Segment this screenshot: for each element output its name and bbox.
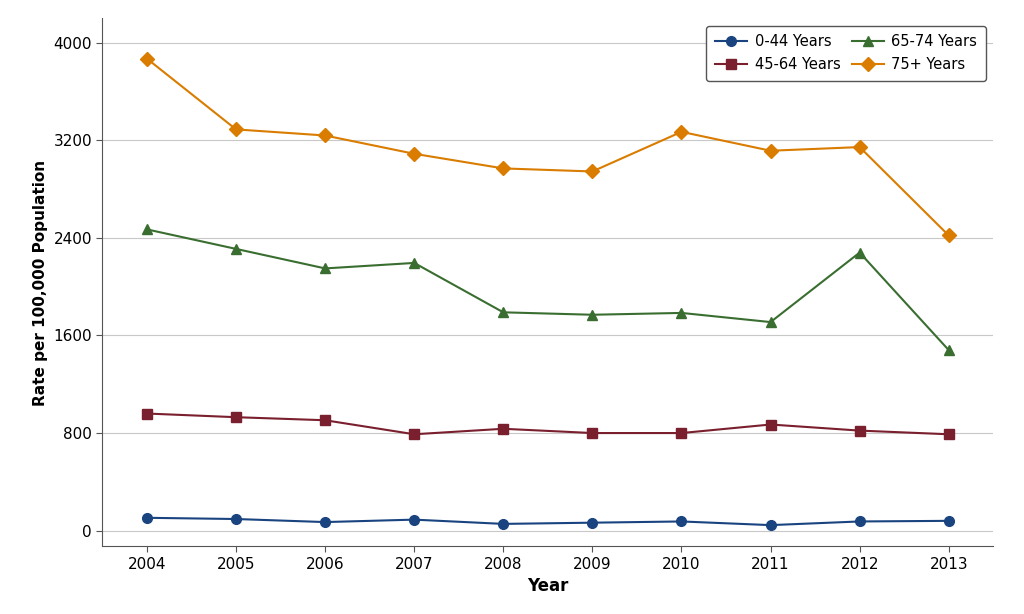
0-44 Years	[764, 521, 776, 529]
Line: 65-74 Years: 65-74 Years	[142, 225, 953, 355]
0-44 Years	[140, 514, 153, 521]
Line: 45-64 Years: 45-64 Years	[142, 409, 953, 439]
45-64 Years	[318, 416, 331, 424]
75+ Years	[498, 165, 510, 172]
75+ Years	[853, 144, 865, 151]
0-44 Years	[943, 517, 955, 524]
65-74 Years	[586, 311, 598, 319]
45-64 Years	[498, 425, 510, 432]
75+ Years	[408, 150, 420, 157]
0-44 Years	[675, 518, 687, 525]
0-44 Years	[853, 518, 865, 525]
Line: 0-44 Years: 0-44 Years	[142, 513, 953, 530]
65-74 Years	[675, 309, 687, 317]
Line: 75+ Years: 75+ Years	[142, 54, 953, 240]
75+ Years	[229, 126, 242, 133]
65-74 Years	[764, 319, 776, 326]
75+ Years	[318, 132, 331, 139]
65-74 Years	[318, 265, 331, 272]
0-44 Years	[318, 518, 331, 526]
65-74 Years	[229, 245, 242, 252]
75+ Years	[675, 128, 687, 136]
0-44 Years	[408, 516, 420, 523]
0-44 Years	[229, 515, 242, 523]
65-74 Years	[498, 309, 510, 316]
45-64 Years	[229, 413, 242, 421]
45-64 Years	[586, 429, 598, 437]
45-64 Years	[140, 410, 153, 418]
65-74 Years	[408, 259, 420, 266]
45-64 Years	[853, 427, 865, 434]
X-axis label: Year: Year	[527, 577, 568, 596]
45-64 Years	[675, 429, 687, 437]
45-64 Years	[943, 430, 955, 438]
65-74 Years	[943, 346, 955, 354]
0-44 Years	[498, 520, 510, 527]
65-74 Years	[140, 226, 153, 233]
75+ Years	[140, 55, 153, 63]
75+ Years	[764, 147, 776, 154]
Y-axis label: Rate per 100,000 Population: Rate per 100,000 Population	[33, 160, 48, 405]
65-74 Years	[853, 249, 865, 256]
75+ Years	[586, 168, 598, 175]
45-64 Years	[408, 430, 420, 438]
45-64 Years	[764, 421, 776, 428]
0-44 Years	[586, 519, 598, 526]
Legend: 0-44 Years, 45-64 Years, 65-74 Years, 75+ Years: 0-44 Years, 45-64 Years, 65-74 Years, 75…	[707, 26, 986, 80]
75+ Years	[943, 232, 955, 239]
